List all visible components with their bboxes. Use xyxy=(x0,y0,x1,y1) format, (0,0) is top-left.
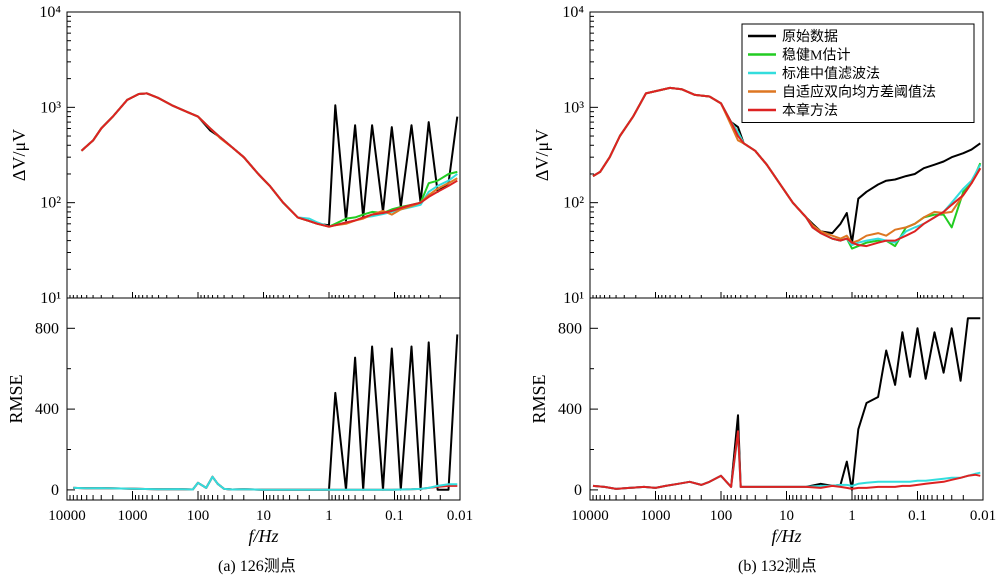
y-tick-label: 10² xyxy=(563,195,584,212)
x-tick-label: 1 xyxy=(848,508,856,524)
x-tick-label: 1000 xyxy=(641,508,671,524)
y-axis-label-top: ΔV/μV xyxy=(9,129,29,181)
series-top-robust xyxy=(80,92,458,228)
series-bottom-proposed xyxy=(592,430,981,490)
y-tick-label: 800 xyxy=(558,320,582,337)
series-top-raw xyxy=(80,92,459,227)
legend-label-median: 标准中值滤波法 xyxy=(782,66,880,82)
x-tick-label: 0.1 xyxy=(908,508,927,524)
x-axis-label: f/Hz xyxy=(771,526,801,546)
x-tick-label: 0.01 xyxy=(970,508,996,524)
legend-box xyxy=(741,23,975,123)
legend-label-adaptive: 自适应双向均方差阈值法 xyxy=(782,84,936,101)
y-axis-label-top: ΔV/μV xyxy=(532,129,552,181)
legend-label-raw: 原始数据 xyxy=(782,29,838,45)
x-axis-label: f/Hz xyxy=(248,526,278,546)
legend-label-proposed: 本章方法 xyxy=(782,102,838,119)
panel-a: 10000 1000 100 10 1 0.1 0.01 10¹ 10² 10³ 10⁴ 0 400 80… xyxy=(6,4,473,546)
caption-b: (b) 132测点 xyxy=(738,558,817,575)
y-axis-label-bottom: RMSE xyxy=(6,374,26,423)
y-tick-label: 10⁴ xyxy=(39,4,61,21)
x-tick-label: 10 xyxy=(256,508,271,524)
series-bottom-raw xyxy=(592,317,981,491)
y-tick-label: 400 xyxy=(558,401,582,418)
x-tick-label: 0.1 xyxy=(385,508,404,524)
caption-a: (a) 126测点 xyxy=(218,558,296,575)
x-tick-label: 1000 xyxy=(118,508,148,524)
series-bottom-median xyxy=(592,432,981,490)
y-tick-label: 10⁴ xyxy=(562,4,584,21)
y-axis-label-bottom: RMSE xyxy=(529,374,549,423)
panel-b: 10000 1000 100 10 1 0.1 0.01 10¹ 10² 10³ 10⁴ 0 400 80… xyxy=(529,4,996,546)
y-tick-label: 10² xyxy=(40,195,61,212)
x-tick-label: 10 xyxy=(779,508,794,524)
x-tick-label: 100 xyxy=(710,508,733,524)
y-tick-label: 10³ xyxy=(40,99,61,116)
x-tick-label: 100 xyxy=(187,508,210,524)
y-tick-label: 0 xyxy=(51,482,59,499)
series-bottom-raw xyxy=(73,334,459,491)
y-tick-label: 10¹ xyxy=(563,290,584,307)
x-tick-label: 10000 xyxy=(48,508,86,524)
series-bottom-median xyxy=(73,475,458,491)
series-top-proposed xyxy=(592,86,982,248)
x-tick-label: 0.01 xyxy=(447,508,473,524)
x-tick-label: 1 xyxy=(325,508,333,524)
y-tick-label: 400 xyxy=(35,401,59,418)
y-tick-label: 10¹ xyxy=(40,290,61,307)
x-tick-label: 10000 xyxy=(571,508,609,524)
y-tick-label: 0 xyxy=(574,482,582,499)
legend-label-robust: 稳健M估计 xyxy=(782,48,850,64)
y-tick-label: 10³ xyxy=(563,99,584,116)
series-top-proposed xyxy=(80,92,458,228)
plot-frame xyxy=(66,11,461,501)
y-tick-label: 800 xyxy=(35,320,59,337)
